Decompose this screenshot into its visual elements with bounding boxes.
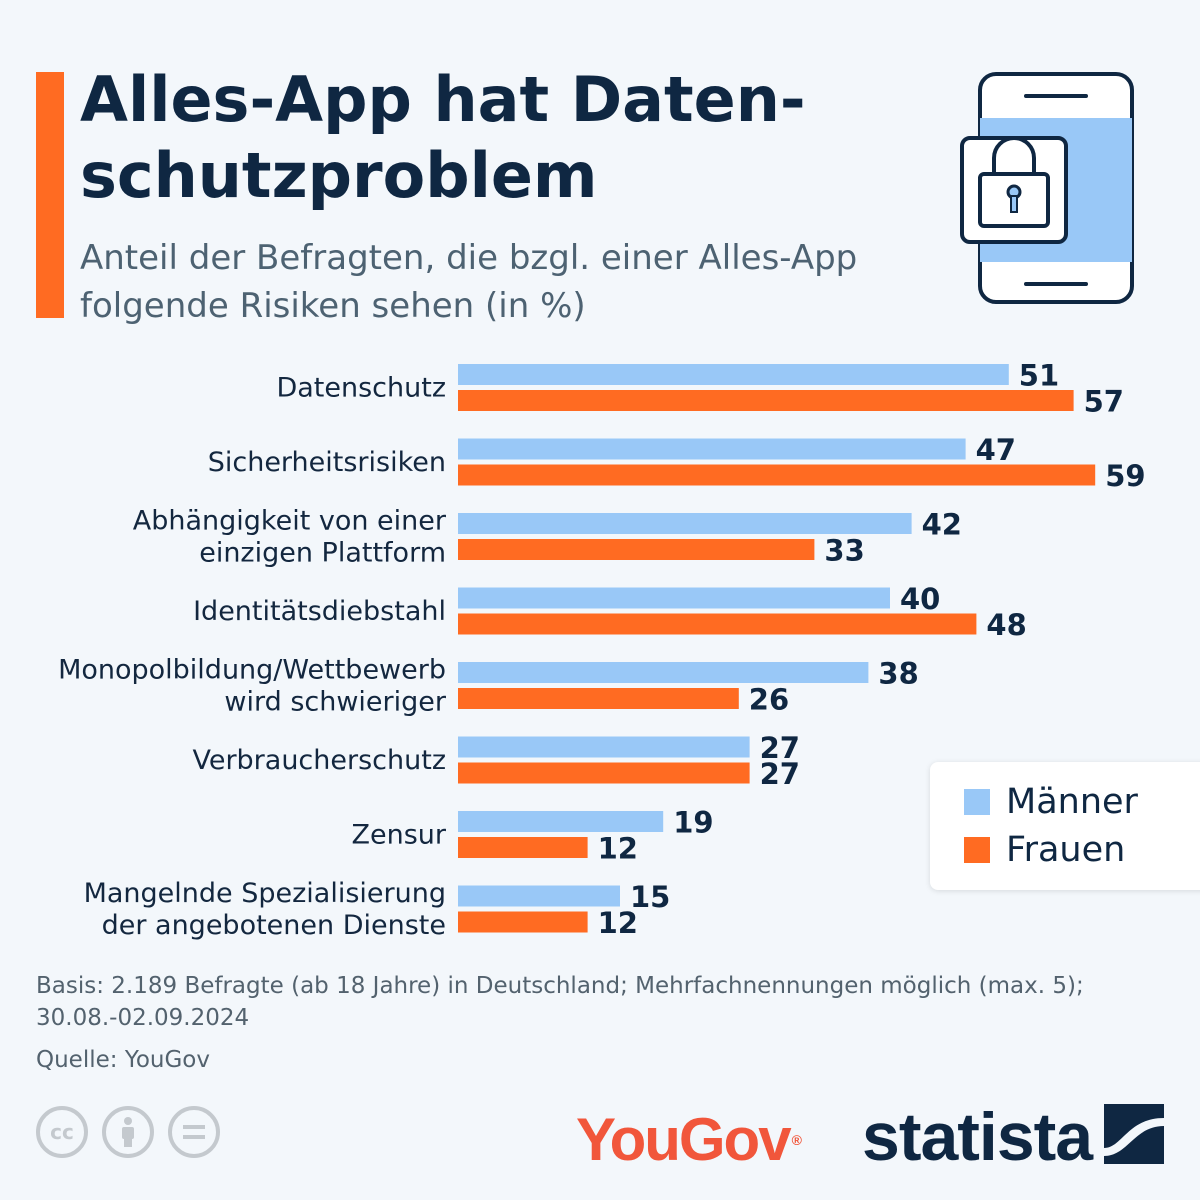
- bar-frauen-monopolbildung: [458, 688, 739, 709]
- bar-frauen-sicherheitsrisiken: [458, 464, 1096, 486]
- bar-maenner-verbraucherschutz: [458, 736, 750, 758]
- nd-icon[interactable]: [168, 1106, 220, 1158]
- bar-maenner-datenschutz: [458, 364, 1009, 385]
- value-label-frauen-monopolbildung: 26: [749, 683, 789, 717]
- value-label-frauen-datenschutz: 57: [1084, 385, 1124, 419]
- category-label-spezialisierung-line2: der angebotenen Dienste: [102, 910, 446, 941]
- page-subtitle: Anteil der Befragten, die bzgl. einer Al…: [80, 238, 858, 326]
- category-label-zensur: Zensur: [352, 820, 447, 851]
- basis-date: 30.08.-02.09.2024: [36, 1005, 250, 1031]
- category-label-abhaengigkeit-line1: Abhängigkeit von einer: [133, 506, 447, 537]
- category-label-datenschutz: Datenschutz: [276, 373, 446, 404]
- bar-chart: Datenschutz 51 57 Sicherheitsrisiken 47 59 Abh…: [58, 359, 1145, 942]
- bar-frauen-identitaetsdiebstahl: [458, 613, 977, 635]
- bar-maenner-sicherheitsrisiken: [458, 438, 966, 460]
- by-icon[interactable]: [102, 1106, 154, 1158]
- value-label-maenner-monopolbildung: 38: [878, 657, 918, 691]
- bar-frauen-zensur: [458, 837, 588, 858]
- statista-logo[interactable]: statista: [862, 1099, 1093, 1175]
- category-label-spezialisierung-line1: Mangelnde Spezialisierung: [84, 878, 446, 909]
- bar-frauen-abhaengigkeit: [458, 539, 815, 560]
- bar-frauen-verbraucherschutz: [458, 762, 750, 784]
- value-label-maenner-abhaengigkeit: 42: [922, 508, 962, 542]
- value-label-frauen-abhaengigkeit: 33: [824, 534, 864, 568]
- legend-swatch-frauen: [964, 837, 990, 863]
- bar-frauen-datenschutz: [458, 390, 1074, 411]
- bar-maenner-identitaetsdiebstahl: [458, 587, 890, 609]
- bar-maenner-zensur: [458, 811, 664, 832]
- footer-notes: Basis: 2.189 Befragte (ab 18 Jahre) in D…: [36, 970, 1136, 1076]
- value-label-maenner-zensur: 19: [673, 806, 713, 840]
- bar-maenner-monopolbildung: [458, 662, 869, 683]
- accent-bar: [36, 72, 64, 318]
- legend-item-frauen: Frauen: [964, 828, 1125, 872]
- yougov-logo-text: YouGov: [576, 1106, 792, 1173]
- value-label-frauen-sicherheitsrisiken: 59: [1105, 459, 1145, 493]
- bar-maenner-abhaengigkeit: [458, 513, 912, 534]
- page-title: Alles-App hat Daten- schutzproblem: [80, 63, 806, 212]
- legend-label-frauen: Frauen: [1006, 830, 1126, 870]
- category-label-abhaengigkeit-line2: einzigen Plattform: [199, 538, 446, 569]
- value-label-maenner-sicherheitsrisiken: 47: [976, 433, 1016, 467]
- source-note: Quelle: YouGov: [36, 1047, 210, 1073]
- bar-frauen-spezialisierung: [458, 911, 588, 933]
- phone-lock-icon: [960, 72, 1134, 304]
- category-label-monopolbildung-line1: Monopolbildung/Wettbewerb: [58, 655, 446, 686]
- category-label-monopolbildung-line2: wird schwieriger: [224, 687, 447, 718]
- value-label-frauen-spezialisierung: 12: [598, 906, 638, 940]
- basis-note: Basis: 2.189 Befragte (ab 18 Jahre) in D…: [36, 973, 1084, 999]
- value-label-frauen-identitaetsdiebstahl: 48: [986, 608, 1026, 642]
- yougov-logo[interactable]: YouGov ®: [576, 1106, 802, 1173]
- legend-swatch-maenner: [964, 789, 990, 815]
- value-label-frauen-verbraucherschutz: 27: [760, 757, 800, 791]
- value-label-maenner-spezialisierung: 15: [630, 880, 670, 914]
- license-icons: cc: [36, 1106, 220, 1158]
- category-label-sicherheitsrisiken: Sicherheitsrisiken: [208, 447, 446, 478]
- category-label-identitaetsdiebstahl: Identitätsdiebstahl: [193, 596, 446, 627]
- legend-label-maenner: Männer: [1006, 782, 1138, 822]
- bar-maenner-spezialisierung: [458, 885, 620, 907]
- value-label-maenner-identitaetsdiebstahl: 40: [900, 582, 940, 616]
- cc-icon[interactable]: cc: [36, 1106, 88, 1158]
- legend: Männer Frauen: [930, 762, 1200, 890]
- value-label-maenner-verbraucherschutz: 27: [760, 731, 800, 765]
- value-label-maenner-datenschutz: 51: [1019, 359, 1059, 393]
- category-label-verbraucherschutz: Verbraucherschutz: [192, 745, 446, 776]
- statista-logo-mark-icon: [1104, 1104, 1164, 1164]
- legend-item-maenner: Männer: [964, 780, 1138, 824]
- value-label-frauen-zensur: 12: [598, 832, 638, 866]
